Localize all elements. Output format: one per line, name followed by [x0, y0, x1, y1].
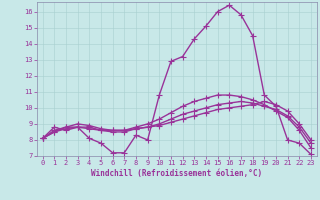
X-axis label: Windchill (Refroidissement éolien,°C): Windchill (Refroidissement éolien,°C) [91, 169, 262, 178]
